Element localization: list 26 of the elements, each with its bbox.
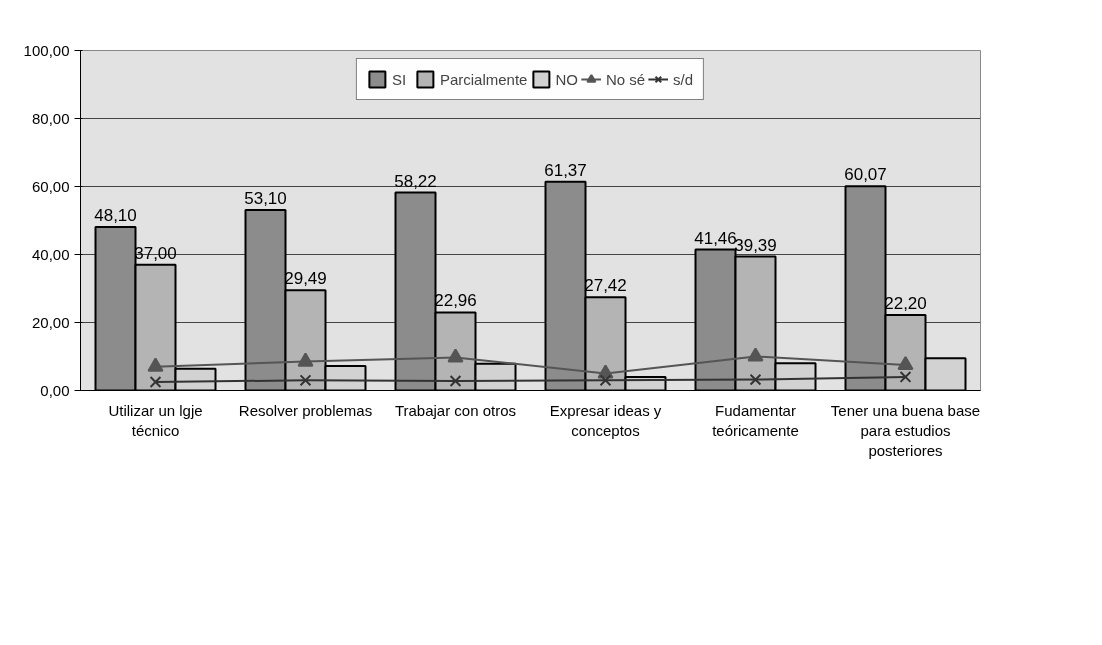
y-tick-label: 100,00 [23,41,70,59]
x-tick-label: Expresar ideas y conceptos [549,401,662,439]
x-tick-label: Utilizar un lgje técnico [108,401,203,439]
y-tick-label: 40,00 [31,245,70,263]
legend-label: No sé [605,70,646,88]
x-tick-label: Tener una buena base para estudios posteriores [830,401,981,460]
y-tick-label: 60,00 [31,177,70,195]
x-tick-label: Trabajar con otros [394,401,517,419]
data-label: 22,20 [884,294,927,314]
y-tick-label: 0,00 [40,381,70,399]
x-tick-label: Fudamentar teóricamente [712,401,799,439]
y-tick-label: 80,00 [31,109,70,127]
legend-label: Parcialmente [439,70,528,88]
legend-label: NO [555,70,578,88]
data-label: 53,10 [244,188,287,208]
y-tick-label: 20,00 [31,313,70,331]
data-label: 48,10 [94,205,137,225]
data-label: 29,49 [284,269,327,289]
data-label: 27,42 [584,276,627,296]
data-label: 22,96 [434,291,477,311]
x-tick-label: Resolver problemas [238,401,373,419]
legend-label: SI [391,70,408,88]
data-label: 58,22 [394,171,437,191]
data-label: 61,37 [544,160,587,180]
data-label: 60,07 [844,165,887,185]
legend-label: s/d [673,70,694,88]
